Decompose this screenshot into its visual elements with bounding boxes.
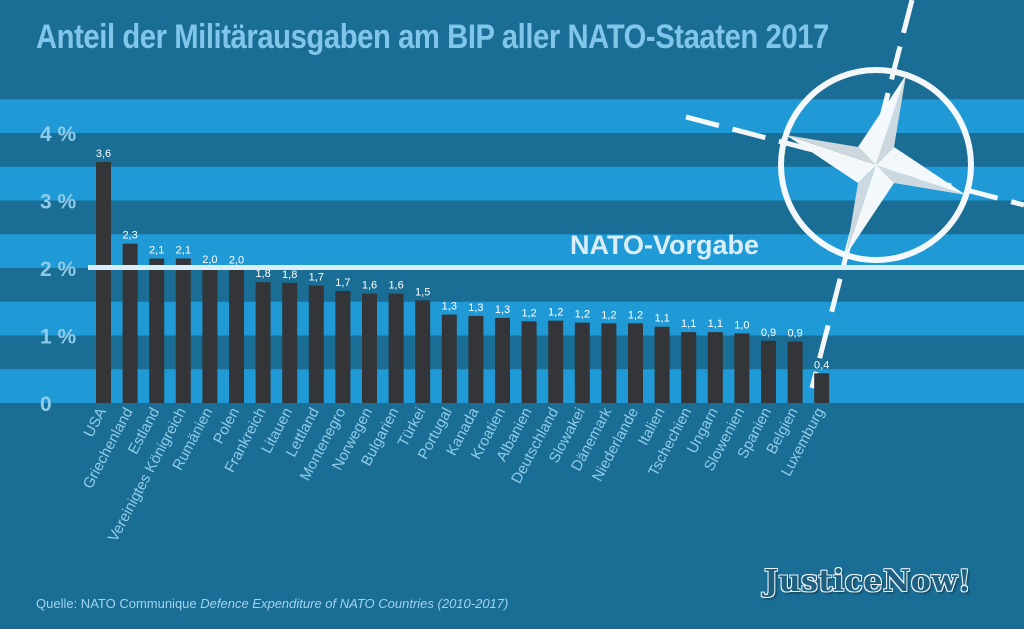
bar [548,320,564,403]
bar [388,293,404,403]
source-prefix: Quelle: NATO Communique [36,596,197,611]
bar [681,332,697,403]
nato-target-line [88,265,1024,270]
source-document: Defence Expenditure of NATO Countries (2… [200,596,509,611]
bar-value-label: 1,8 [255,268,270,280]
bar-value-label: 1,7 [309,272,324,284]
bar [761,340,776,403]
bar-value-label: 1,5 [415,286,430,298]
nato-compass-star-logo [685,0,1024,389]
y-tick-label: 3 % [40,191,77,214]
y-axis-ticks: 0 1 % 2 % 3 % 4 % [40,123,77,416]
bar [96,162,111,403]
bars: 3,6 2,3 2,1 2,1 2,0 2,0 1,8 1,8 1,7 1,7 1,6 1,6 1,5 1… [96,148,829,403]
bar [175,258,191,403]
bar-value-label: 1,0 [734,319,749,331]
reference-line: NATO-Vorgabe [88,230,1024,270]
bar-value-label: 2,1 [176,245,191,257]
y-tick-label: 1 % [40,326,77,349]
bar-value-label: 1,2 [601,309,616,321]
bar-value-label: 1,2 [575,309,590,321]
bar [707,332,723,403]
bar [415,300,431,403]
bar-value-label: 1,1 [654,313,669,325]
bar-value-label: 1,8 [282,269,297,281]
bar-value-label: 1,6 [388,280,403,292]
chart-title: Anteil der Militärausgaben am BIP aller … [36,18,829,56]
bar-value-label: 2,0 [229,255,244,267]
grid-band [0,99,1024,133]
bar-value-label: 1,1 [681,318,696,330]
source-note: Quelle: NATO Communique Defence Expendit… [36,596,508,611]
bar-value-label: 1,6 [362,280,377,292]
bar-value-label: 0,9 [787,328,802,340]
bar-value-label: 2,3 [122,230,137,242]
bar [229,268,244,403]
bar [495,317,510,403]
bar-value-label: 0,9 [761,327,776,339]
grid-band [0,369,1024,403]
bar-value-label: 1,3 [442,301,457,313]
bar [202,268,218,403]
bar [734,333,750,403]
bar [814,373,830,403]
bar-value-label: 1,1 [708,318,723,330]
y-tick-label: 4 % [40,123,77,146]
bar [282,282,298,403]
y-tick-label: 2 % [40,258,77,281]
bar [308,285,324,403]
bar-value-label: 1,7 [335,277,350,289]
bar-value-label: 3,6 [96,148,111,160]
bar-value-label: 2,0 [202,254,217,266]
brand-logo: JusticeNow! [764,564,972,599]
grid-band [0,301,1024,336]
bar [468,315,484,403]
bar [335,290,351,403]
bar [787,341,803,403]
bar [574,322,590,403]
bar-value-label: 1,3 [495,304,510,316]
bar-value-label: 1,3 [468,302,483,314]
y-tick-label: 0 [40,393,52,416]
bar [362,293,377,403]
bar [654,326,670,403]
bar-value-label: 0,4 [814,359,829,371]
nato-target-label: NATO-Vorgabe [570,230,759,260]
bar [628,323,643,403]
bar [521,321,537,403]
bar [149,258,165,403]
bar [601,323,617,403]
bar [122,243,138,403]
bar-value-label: 1,2 [521,307,536,319]
bar-value-label: 1,2 [548,307,563,319]
bar-value-label: 1,2 [628,309,643,321]
bar [255,282,271,403]
bar-value-label: 2,1 [149,245,164,257]
bar [441,314,457,403]
